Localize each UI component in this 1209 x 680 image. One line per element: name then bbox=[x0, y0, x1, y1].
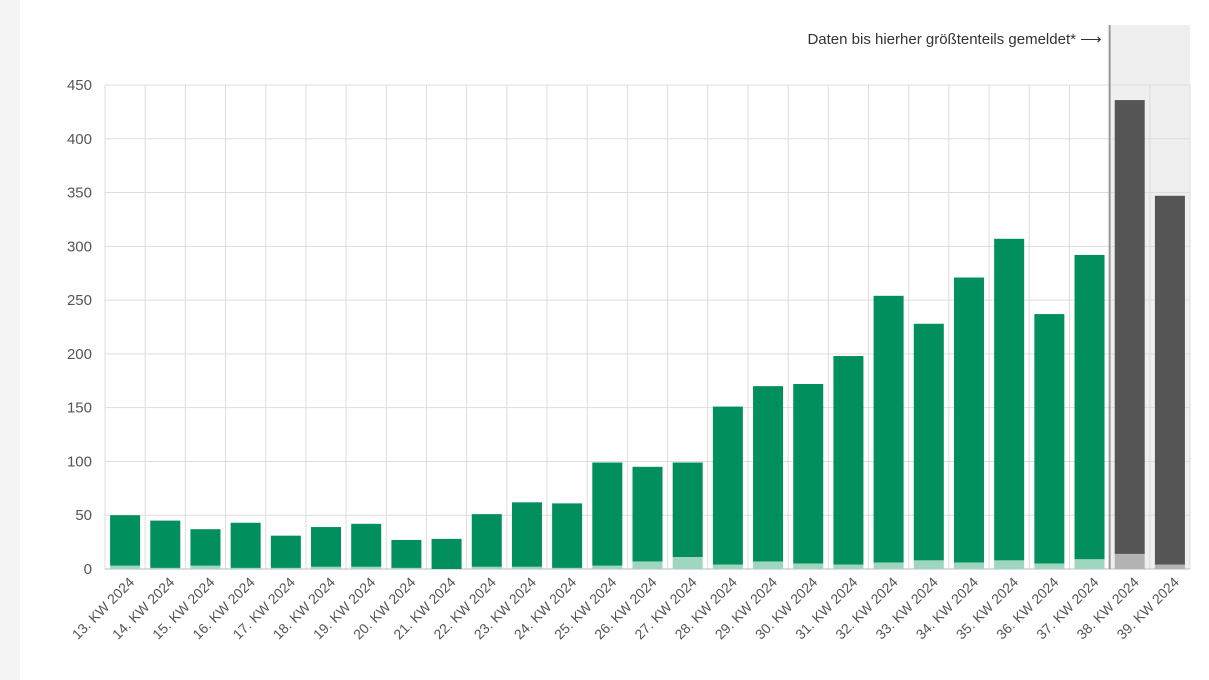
bar-upper-segment[interactable] bbox=[190, 529, 221, 566]
bar-lower-segment[interactable] bbox=[1034, 563, 1065, 569]
bar-lower-segment[interactable] bbox=[753, 561, 784, 569]
bar-lower-segment[interactable] bbox=[351, 566, 382, 569]
bar-lower-segment[interactable] bbox=[230, 567, 261, 569]
bar-lower-segment[interactable] bbox=[953, 562, 984, 569]
bar-lower-segment[interactable] bbox=[190, 565, 221, 569]
bar-upper-segment[interactable] bbox=[672, 462, 703, 558]
bar-upper-segment[interactable] bbox=[873, 295, 904, 563]
bar-upper-segment[interactable] bbox=[913, 323, 944, 561]
bar-upper-segment[interactable] bbox=[753, 386, 784, 562]
bar-lower-segment[interactable] bbox=[994, 560, 1025, 569]
y-tick-label: 350 bbox=[67, 185, 92, 202]
bar-upper-segment[interactable] bbox=[1114, 100, 1145, 554]
bar-lower-segment[interactable] bbox=[913, 560, 944, 569]
bar-lower-segment[interactable] bbox=[1154, 564, 1185, 569]
bar-lower-segment[interactable] bbox=[150, 567, 181, 569]
bar-upper-segment[interactable] bbox=[431, 538, 462, 569]
bar-upper-segment[interactable] bbox=[1074, 254, 1105, 560]
bar-upper-segment[interactable] bbox=[953, 277, 984, 563]
bar-upper-segment[interactable] bbox=[793, 384, 824, 564]
bar-lower-segment[interactable] bbox=[873, 562, 904, 569]
bar-lower-segment[interactable] bbox=[712, 564, 743, 569]
bar-upper-segment[interactable] bbox=[994, 238, 1025, 561]
y-tick-label: 150 bbox=[67, 400, 92, 417]
bar-lower-segment[interactable] bbox=[391, 567, 422, 569]
bar-lower-segment[interactable] bbox=[311, 566, 342, 569]
bar-upper-segment[interactable] bbox=[552, 503, 583, 568]
y-tick-label: 100 bbox=[67, 453, 92, 470]
bar-lower-segment[interactable] bbox=[592, 565, 623, 569]
bar-upper-segment[interactable] bbox=[1034, 314, 1065, 564]
bar-lower-segment[interactable] bbox=[632, 561, 663, 569]
bar-upper-segment[interactable] bbox=[833, 356, 864, 565]
bar-upper-segment[interactable] bbox=[712, 406, 743, 565]
bar-upper-segment[interactable] bbox=[632, 466, 663, 562]
bar-lower-segment[interactable] bbox=[511, 566, 542, 569]
y-tick-label: 450 bbox=[67, 77, 92, 94]
y-tick-label: 0 bbox=[84, 561, 92, 578]
bar-lower-segment[interactable] bbox=[471, 566, 502, 569]
bar-lower-segment[interactable] bbox=[793, 563, 824, 569]
bar-upper-segment[interactable] bbox=[270, 535, 301, 568]
y-tick-label: 250 bbox=[67, 292, 92, 309]
bar-upper-segment[interactable] bbox=[110, 515, 141, 566]
bar-lower-segment[interactable] bbox=[1074, 559, 1105, 569]
y-tick-label: 50 bbox=[75, 507, 92, 524]
bar-upper-segment[interactable] bbox=[351, 523, 382, 567]
bar-upper-segment[interactable] bbox=[230, 522, 261, 568]
bar-lower-segment[interactable] bbox=[270, 567, 301, 569]
bar-upper-segment[interactable] bbox=[1154, 195, 1185, 565]
y-tick-label: 400 bbox=[67, 131, 92, 148]
reporting-annotation: Daten bis hierher größtenteils gemeldet*… bbox=[807, 31, 1101, 48]
bar-upper-segment[interactable] bbox=[592, 462, 623, 566]
bar-upper-segment[interactable] bbox=[311, 527, 342, 567]
y-tick-label: 300 bbox=[67, 238, 92, 255]
bar-lower-segment[interactable] bbox=[672, 557, 703, 569]
y-tick-label: 200 bbox=[67, 346, 92, 363]
bar-upper-segment[interactable] bbox=[511, 502, 542, 567]
bar-upper-segment[interactable] bbox=[391, 539, 422, 568]
bar-upper-segment[interactable] bbox=[471, 514, 502, 567]
bar-lower-segment[interactable] bbox=[110, 565, 141, 569]
bar-upper-segment[interactable] bbox=[150, 520, 181, 568]
bar-lower-segment[interactable] bbox=[833, 564, 864, 569]
bar-lower-segment[interactable] bbox=[552, 567, 583, 569]
bar-lower-segment[interactable] bbox=[1114, 553, 1145, 569]
